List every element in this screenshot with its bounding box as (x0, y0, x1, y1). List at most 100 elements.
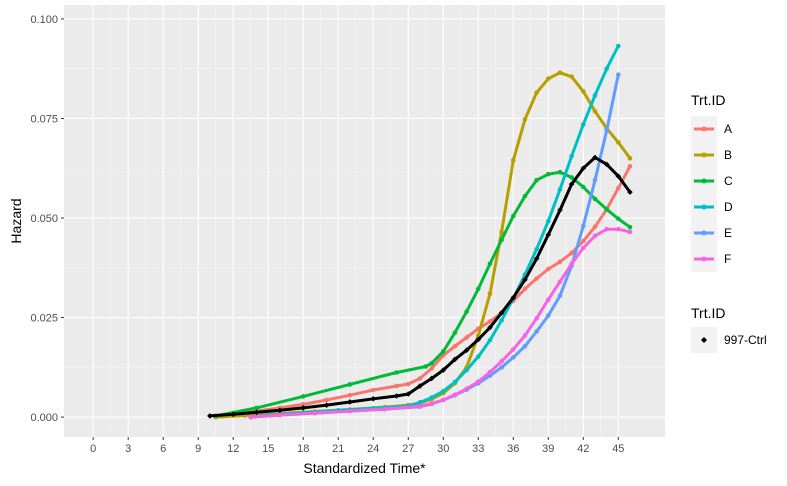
major-gridlines (64, 5, 665, 437)
data-point-f (440, 397, 446, 403)
y-axis-title: Hazard (8, 198, 24, 243)
data-point-b (510, 157, 516, 163)
data-point-f (248, 414, 254, 420)
data-point-997-ctrl (440, 367, 447, 373)
data-point-997-ctrl (428, 375, 435, 382)
data-point-997-ctrl (405, 391, 412, 397)
data-point-a (347, 392, 353, 398)
legend-label: F (724, 252, 731, 266)
x-tick-label: 15 (262, 443, 274, 455)
data-point-997-ctrl (580, 165, 587, 172)
data-point-997-ctrl (545, 231, 552, 238)
data-point-c (452, 330, 458, 335)
legend-item-d: D (691, 194, 733, 220)
data-point-d (464, 367, 469, 373)
data-point-f (510, 347, 516, 352)
data-point-a (616, 185, 621, 191)
data-point-d (475, 354, 481, 359)
data-point-b (522, 116, 528, 122)
data-point-f (464, 386, 469, 392)
data-point-b (499, 229, 504, 235)
series-c (213, 169, 633, 419)
data-point-b (627, 155, 633, 161)
data-point-e (499, 365, 504, 370)
data-point-d (499, 318, 504, 323)
data-point-e (581, 223, 586, 229)
data-point-b (569, 74, 574, 79)
data-point-c (546, 171, 551, 177)
data-point-d (546, 218, 551, 224)
data-point-997-ctrl (475, 336, 482, 343)
data-point-d (487, 337, 493, 343)
legend-key-point (701, 152, 707, 158)
data-point-f (452, 392, 458, 398)
y-tick-label: 0.075 (30, 113, 58, 125)
data-point-f (581, 245, 586, 251)
x-tick-label: 42 (577, 443, 589, 455)
plot-panel (64, 5, 665, 437)
legend-label: 997-Ctrl (724, 333, 767, 347)
data-point-d (581, 122, 586, 127)
data-point-f (627, 229, 633, 235)
x-tick-label: 18 (297, 443, 309, 455)
data-point-f (557, 279, 563, 285)
data-point-b (616, 140, 621, 145)
data-point-b (581, 89, 586, 94)
data-point-c (487, 261, 493, 267)
data-point-a (394, 383, 399, 389)
data-point-a (569, 250, 574, 256)
data-point-f (487, 369, 493, 375)
data-point-a (300, 402, 306, 407)
data-point-f (475, 379, 481, 384)
x-tick-label: 39 (542, 443, 554, 455)
legend-label: D (724, 200, 733, 214)
data-point-c (592, 196, 598, 202)
legend-item-e: E (691, 220, 732, 246)
y-tick-label: 0.000 (30, 412, 58, 424)
data-point-e (604, 128, 609, 133)
data-point-997-ctrl (463, 347, 470, 354)
data-point-a (487, 319, 493, 324)
data-point-a (627, 163, 633, 169)
data-point-f (546, 297, 551, 302)
data-point-a (417, 376, 423, 381)
data-point-d (417, 400, 423, 405)
data-point-997-ctrl (615, 173, 622, 180)
x-tick-label: 30 (437, 443, 449, 455)
data-point-c (300, 394, 306, 399)
data-point-e (592, 177, 598, 183)
x-tick-label: 27 (402, 443, 414, 455)
y-tick-label: 0.025 (30, 313, 58, 325)
x-axis-ticks: 0 3 6 9 12 15 18 21 24 27 30 33 36 39 42 45 (90, 437, 624, 455)
data-point-997-ctrl (522, 276, 528, 283)
data-point-b (534, 90, 539, 95)
data-point-e (534, 329, 539, 334)
data-point-f (569, 261, 574, 267)
y-tick-label: 0.100 (30, 14, 58, 26)
series-line-c (214, 170, 632, 418)
minor-gridlines (64, 5, 665, 437)
data-point-a (324, 397, 329, 403)
data-point-c (394, 370, 399, 375)
x-tick-label: 6 (160, 443, 166, 455)
legend-key-point (701, 230, 707, 236)
data-point-d (557, 187, 563, 192)
legend-item-a: A (691, 116, 732, 142)
data-point-997-ctrl (627, 189, 633, 195)
data-point-d (569, 153, 574, 159)
data-point-f (347, 408, 353, 414)
data-point-c (429, 361, 434, 366)
data-point-c (254, 405, 259, 411)
data-point-f (616, 226, 621, 232)
data-point-c (581, 184, 586, 190)
legend-key-point (701, 256, 707, 262)
data-point-997-ctrl (603, 161, 610, 168)
data-point-c (534, 177, 539, 183)
data-point-f (522, 333, 528, 338)
legend-title: Trt.ID (691, 92, 725, 108)
data-point-997-ctrl (393, 393, 400, 399)
data-point-997-ctrl (487, 324, 493, 331)
data-point-b (546, 76, 551, 81)
series-997-ctrl (207, 154, 633, 419)
legend-label: B (724, 148, 732, 162)
